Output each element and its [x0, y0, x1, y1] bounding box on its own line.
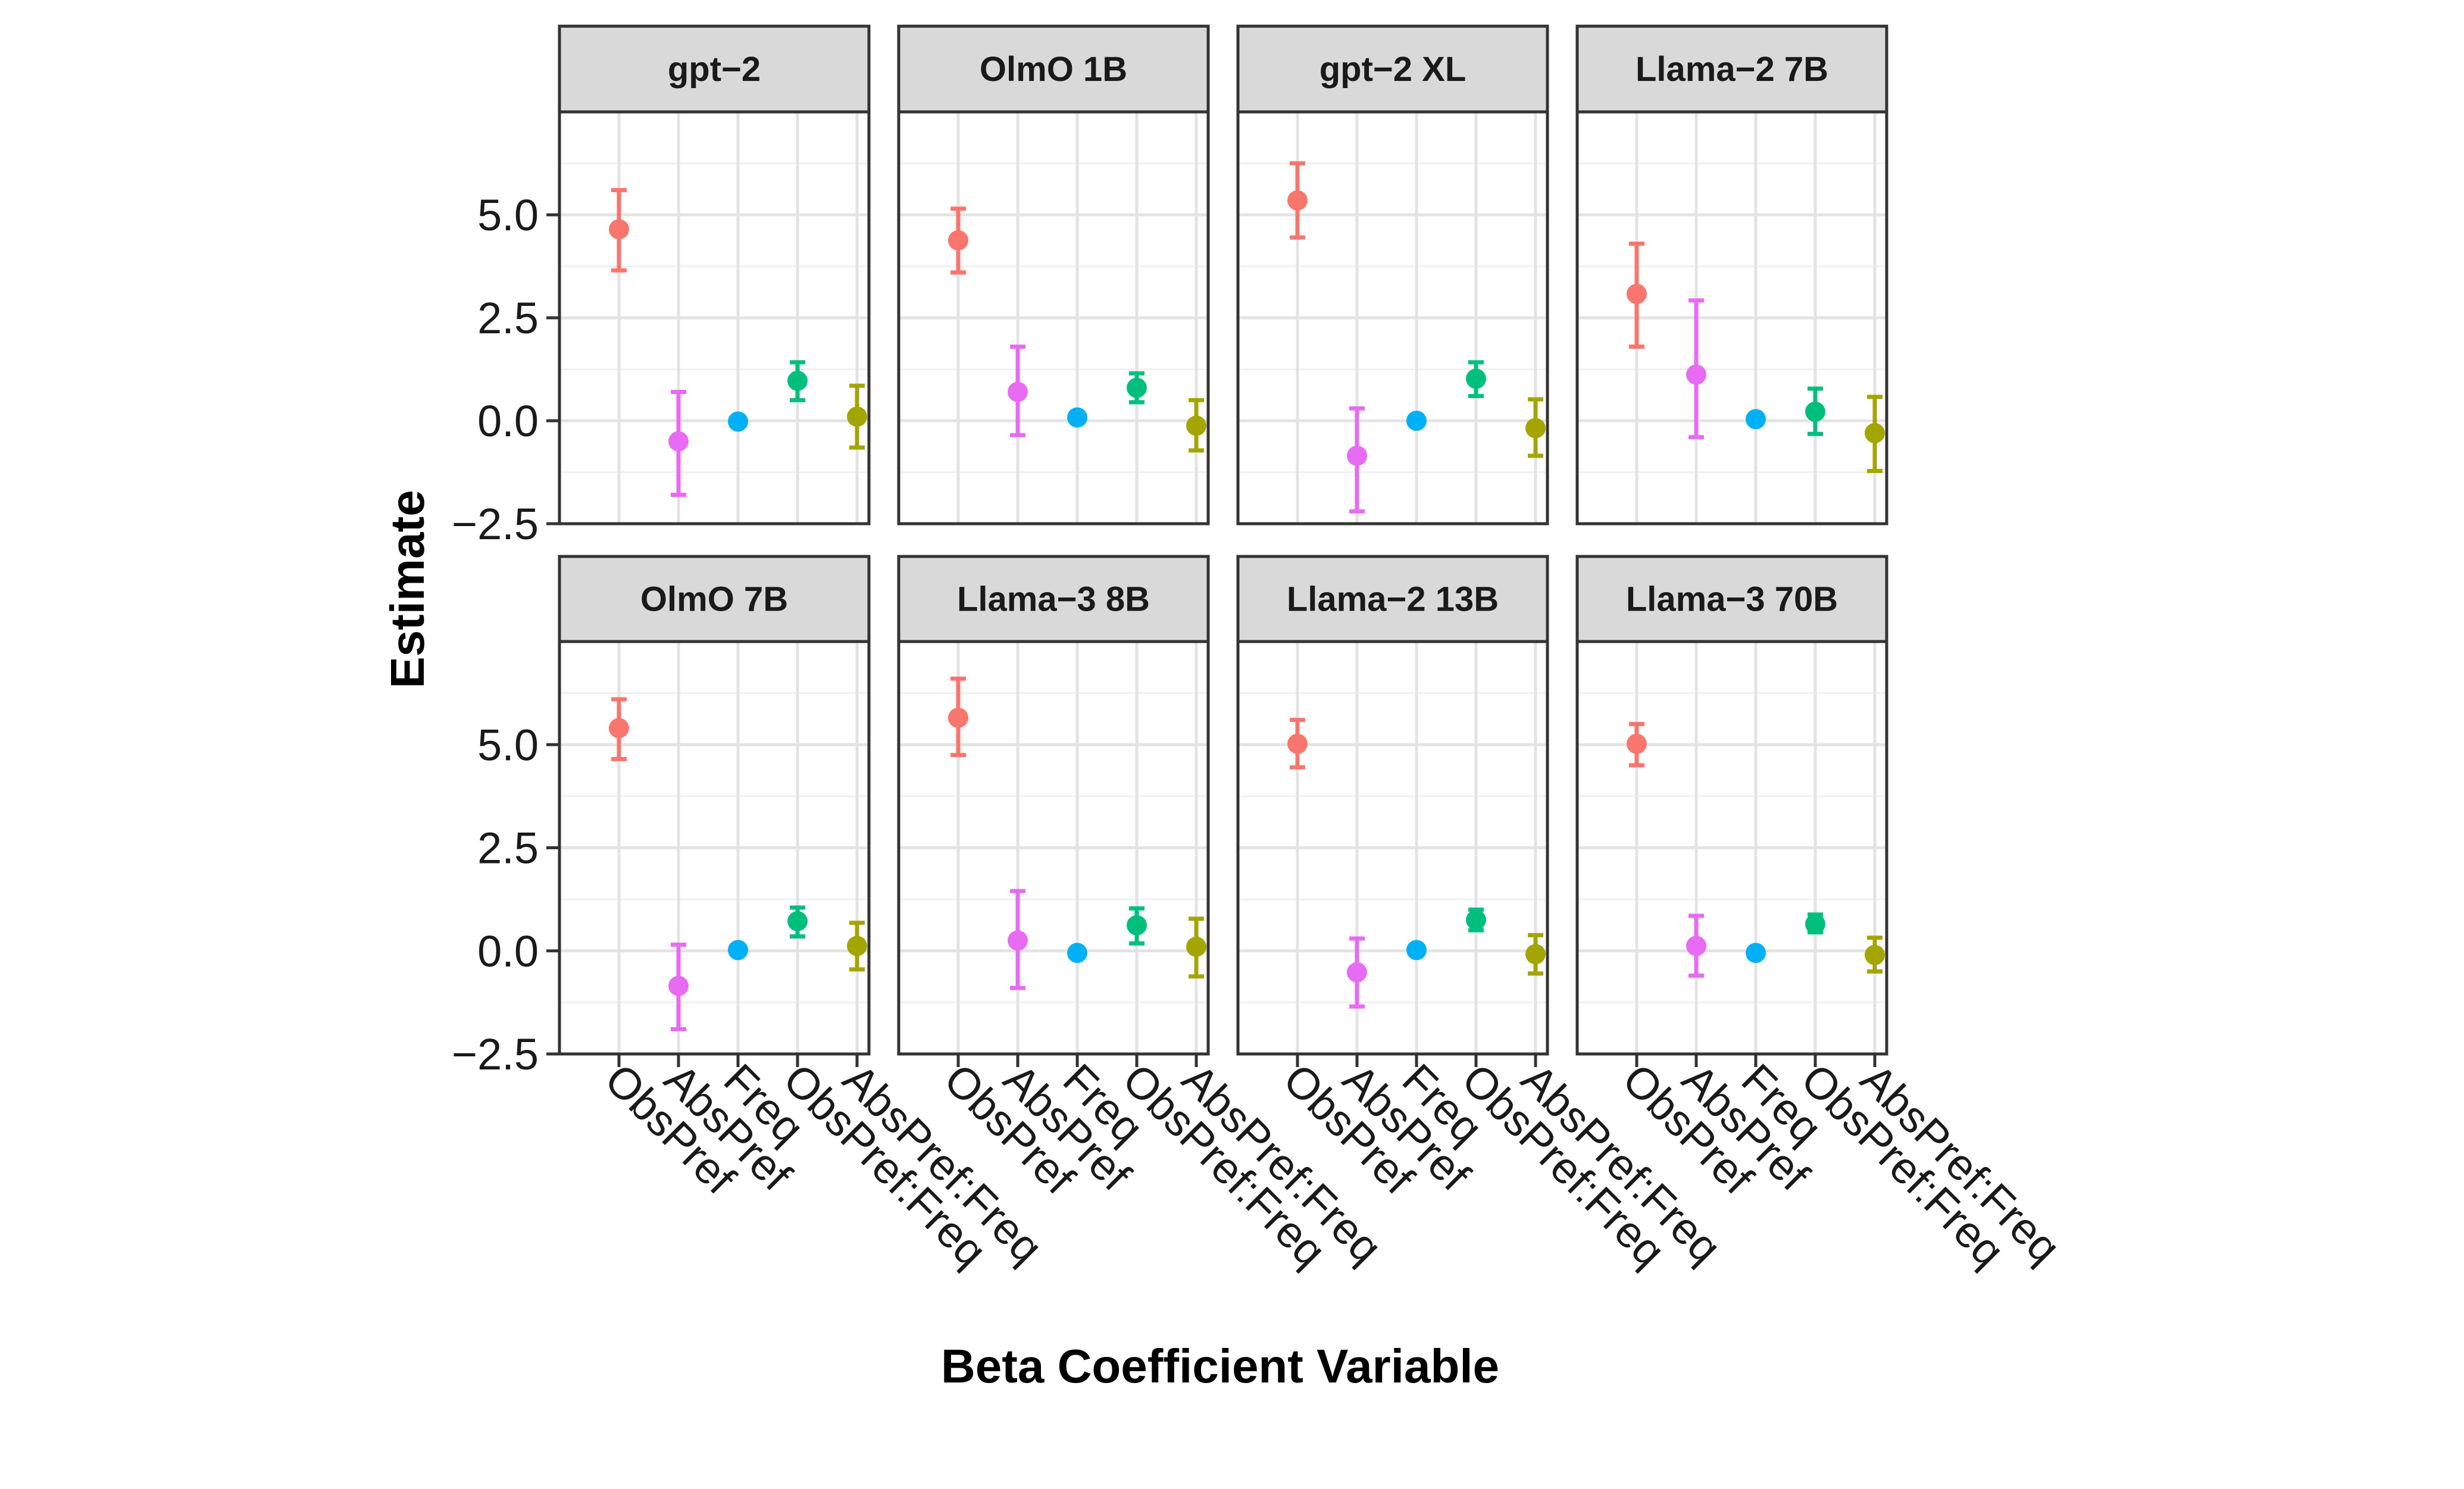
point-freq	[1746, 409, 1766, 430]
point-abspref	[668, 431, 689, 452]
x-axis-layer: ObsPrefAbsPrefFreqObsPref:FreqAbsPref:Fr…	[596, 1054, 2070, 1276]
y-tick-label: −2.5	[452, 499, 539, 549]
point-obspref	[1287, 733, 1308, 754]
y-tick-label: 2.5	[477, 824, 539, 873]
point-obspref	[948, 708, 968, 728]
y-tick-label: 0.0	[477, 396, 539, 446]
x-axis-title: Beta Coefficient Variable	[941, 1340, 1499, 1393]
point-freq	[728, 940, 748, 961]
facet-panel: Llama−3 8B	[897, 555, 1210, 1056]
point-obspref-freq	[1805, 914, 1825, 934]
facet-strip-label: Llama−2 7B	[1636, 50, 1828, 89]
point-obspref	[1627, 283, 1647, 304]
y-tick-label: 2.5	[477, 293, 539, 343]
point-abspref	[1347, 445, 1367, 466]
facet-strip-label: gpt−2	[668, 50, 761, 89]
point-freq	[1406, 940, 1427, 961]
point-obspref	[1627, 733, 1647, 754]
point-obspref-freq	[787, 911, 808, 931]
facet-strip	[1575, 555, 1888, 643]
point-freq	[1746, 943, 1766, 964]
y-tick-label: 5.0	[477, 190, 539, 240]
facet-strip	[558, 555, 871, 643]
point-abspref	[1347, 962, 1367, 983]
facet-panel: OlmO 7B	[558, 555, 871, 1056]
point-abspref-freq	[847, 936, 867, 956]
facet-strip-label: Llama−2 13B	[1287, 580, 1499, 619]
facet-strip	[1236, 555, 1549, 643]
point-freq	[728, 411, 748, 432]
y-tick-label: 0.0	[477, 927, 539, 976]
point-abspref-freq	[1525, 944, 1546, 965]
point-obspref-freq	[1127, 915, 1147, 936]
point-freq	[1067, 943, 1087, 964]
point-freq	[1067, 407, 1087, 428]
point-obspref	[609, 718, 629, 739]
facet-panel: gpt−2 XL	[1236, 24, 1549, 525]
point-obspref-freq	[1466, 909, 1486, 930]
point-abspref-freq	[1525, 418, 1546, 439]
facet-strip-label: OlmO 7B	[640, 580, 788, 619]
point-abspref-freq	[1865, 944, 1885, 965]
facet-strip	[897, 555, 1210, 643]
facet-strip-label: OlmO 1B	[980, 50, 1127, 89]
y-axis-layer: −2.5 0.0 2.5 5.0 −2.5 0.0 2.5 5.0	[452, 190, 559, 1079]
facet-panel: Llama−2 7B	[1575, 24, 1888, 525]
point-abspref-freq	[847, 406, 867, 427]
point-abspref	[1008, 381, 1028, 402]
point-abspref-freq	[1865, 423, 1885, 443]
point-obspref-freq	[1127, 377, 1147, 398]
point-obspref	[948, 230, 968, 251]
point-obspref-freq	[1805, 401, 1825, 422]
facet-panel: gpt−2	[558, 24, 871, 525]
point-abspref	[668, 975, 689, 996]
point-obspref-freq	[787, 370, 808, 391]
point-abspref	[1686, 364, 1706, 385]
facet-panel: OlmO 1B	[897, 24, 1210, 525]
y-tick-label: −2.5	[452, 1030, 539, 1079]
panels-layer: gpt−2 OlmO 1B gpt−2 XL Llama−2 7B OlmO 7B Lla…	[558, 24, 1888, 1056]
facet-panel: Llama−2 13B	[1236, 555, 1549, 1056]
facet-strip	[897, 24, 1210, 114]
point-abspref-freq	[1186, 415, 1206, 436]
point-freq	[1406, 411, 1427, 431]
point-obspref	[1287, 190, 1308, 211]
point-obspref	[609, 219, 629, 240]
point-obspref-freq	[1466, 368, 1486, 389]
point-abspref-freq	[1186, 936, 1206, 957]
facet-strip	[558, 24, 871, 114]
facet-strip	[1575, 24, 1888, 114]
facet-strip-label: Llama−3 8B	[957, 580, 1150, 619]
y-tick-label: 5.0	[477, 720, 539, 769]
y-axis-title: Estimate	[381, 490, 434, 688]
facet-strip-label: Llama−3 70B	[1626, 580, 1838, 619]
point-abspref	[1008, 930, 1028, 951]
point-abspref	[1686, 936, 1706, 956]
facet-strip-label: gpt−2 XL	[1319, 50, 1466, 89]
facet-strip	[1236, 24, 1549, 114]
facet-panel: Llama−3 70B	[1575, 555, 1888, 1056]
